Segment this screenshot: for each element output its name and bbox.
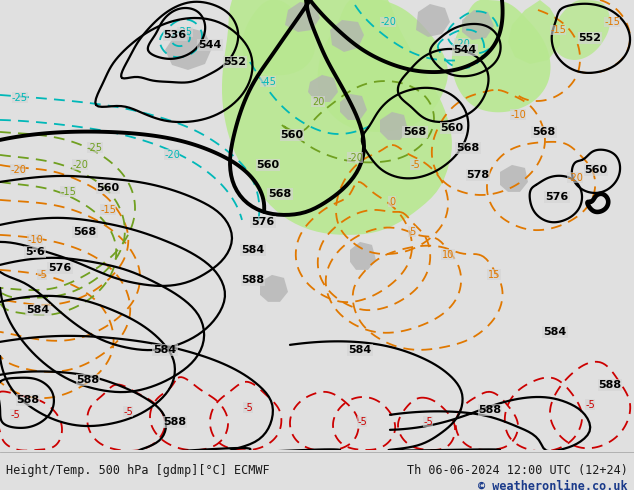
Text: 576: 576: [545, 192, 569, 202]
Text: 5·6: 5·6: [25, 247, 45, 257]
Text: Th 06-06-2024 12:00 UTC (12+24): Th 06-06-2024 12:00 UTC (12+24): [407, 464, 628, 477]
Text: 584: 584: [543, 327, 567, 337]
Text: 568: 568: [533, 127, 555, 137]
Text: 584: 584: [348, 345, 372, 355]
Text: 560: 560: [585, 165, 607, 175]
Text: -25: -25: [177, 27, 193, 37]
Text: 588: 588: [77, 375, 100, 385]
Polygon shape: [350, 242, 376, 270]
Polygon shape: [508, 0, 560, 64]
Text: -10: -10: [27, 235, 43, 245]
Text: 568: 568: [268, 189, 292, 199]
Text: Height/Temp. 500 hPa [gdmp][°C] ECMWF: Height/Temp. 500 hPa [gdmp][°C] ECMWF: [6, 464, 269, 477]
Text: 552: 552: [224, 57, 247, 67]
Polygon shape: [500, 165, 528, 192]
Text: 584: 584: [27, 305, 49, 315]
Text: 588: 588: [598, 380, 621, 390]
Text: -25: -25: [12, 93, 28, 103]
Polygon shape: [416, 4, 450, 37]
Text: -10: -10: [510, 110, 526, 120]
Text: -5: -5: [10, 410, 20, 420]
Polygon shape: [222, 0, 452, 235]
Text: 552: 552: [578, 33, 602, 43]
Text: -15: -15: [100, 205, 116, 215]
Text: -5: -5: [37, 270, 47, 280]
Text: 536: 536: [164, 30, 186, 40]
Text: 560: 560: [256, 160, 280, 170]
Text: 544: 544: [198, 40, 222, 50]
Polygon shape: [452, 0, 550, 112]
Text: 588: 588: [16, 395, 39, 405]
Text: 576: 576: [251, 217, 275, 227]
Polygon shape: [260, 275, 288, 302]
Text: 560: 560: [96, 183, 120, 193]
Text: -15: -15: [550, 25, 566, 35]
Polygon shape: [380, 112, 408, 140]
Text: 588: 588: [164, 417, 186, 427]
Text: -5: -5: [410, 160, 420, 170]
Text: 584: 584: [242, 245, 264, 255]
Text: -20: -20: [10, 165, 26, 175]
Text: -45: -45: [260, 77, 276, 87]
Text: 15: 15: [488, 270, 500, 280]
Text: -5: -5: [357, 417, 367, 427]
Text: -20: -20: [347, 153, 363, 163]
Text: 5: 5: [409, 227, 415, 237]
Text: 20: 20: [312, 97, 324, 107]
Text: 588: 588: [242, 275, 264, 285]
Polygon shape: [552, 0, 610, 60]
Text: -5: -5: [243, 403, 253, 413]
Text: -20: -20: [72, 160, 88, 170]
Text: -5: -5: [123, 407, 133, 417]
Text: -15: -15: [604, 17, 620, 27]
Polygon shape: [165, 28, 212, 70]
Text: 578: 578: [467, 170, 489, 180]
Polygon shape: [340, 94, 367, 120]
Text: -20: -20: [454, 39, 470, 49]
Text: 10: 10: [442, 250, 454, 260]
Text: 560: 560: [280, 130, 304, 140]
Text: 568: 568: [403, 127, 427, 137]
Text: 568: 568: [456, 143, 480, 153]
Polygon shape: [285, 2, 320, 32]
Text: -20: -20: [380, 17, 396, 27]
Text: -5: -5: [423, 417, 433, 427]
Polygon shape: [462, 10, 494, 40]
Text: -20: -20: [567, 173, 583, 183]
Text: -20: -20: [164, 150, 180, 160]
Polygon shape: [308, 75, 338, 102]
Text: -5: -5: [585, 400, 595, 410]
Text: 544: 544: [453, 45, 477, 55]
Text: 568: 568: [74, 227, 96, 237]
Polygon shape: [330, 20, 364, 52]
Text: 584: 584: [153, 345, 177, 355]
Text: © weatheronline.co.uk: © weatheronline.co.uk: [479, 480, 628, 490]
Text: 576: 576: [48, 263, 72, 273]
Text: 560: 560: [441, 123, 463, 133]
Polygon shape: [242, 0, 315, 75]
Text: -15: -15: [60, 187, 76, 197]
Text: 0: 0: [389, 197, 395, 207]
Text: 588: 588: [479, 405, 501, 415]
Text: -25: -25: [87, 143, 103, 153]
Polygon shape: [318, 0, 448, 132]
